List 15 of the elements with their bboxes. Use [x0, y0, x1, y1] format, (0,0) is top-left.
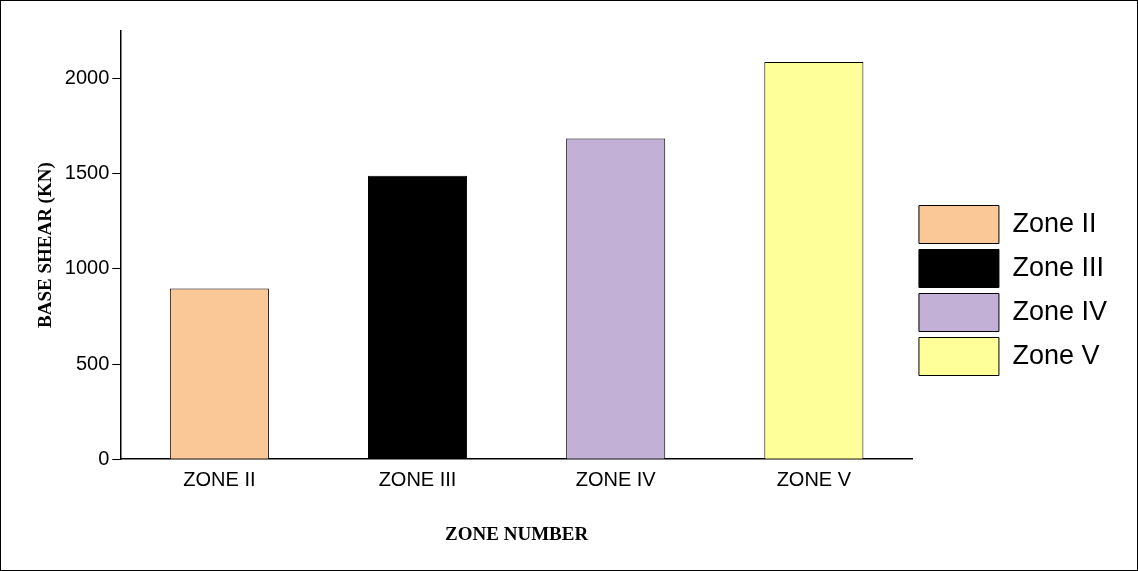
x-tick-label: ZONE IV — [575, 467, 657, 490]
x-axis-title: ZONE NUMBER — [445, 522, 589, 544]
y-tick-label: 1000 — [64, 256, 110, 279]
x-tick-label: ZONE V — [776, 467, 852, 490]
y-tick-label: 0 — [98, 446, 110, 469]
y-tick-label: 500 — [75, 351, 110, 374]
y-tick-label: 1500 — [64, 161, 110, 184]
legend-label: Zone IV — [1012, 295, 1108, 326]
x-tick-label: ZONE II — [183, 467, 256, 490]
legend-label: Zone III — [1012, 251, 1104, 282]
legend-label: Zone V — [1012, 339, 1100, 370]
legend-label: Zone II — [1012, 207, 1097, 238]
y-tick-label: 2000 — [64, 66, 110, 89]
x-tick-label: ZONE III — [378, 467, 457, 490]
y-axis-title: BASE SHEAR (KN) — [34, 162, 57, 328]
